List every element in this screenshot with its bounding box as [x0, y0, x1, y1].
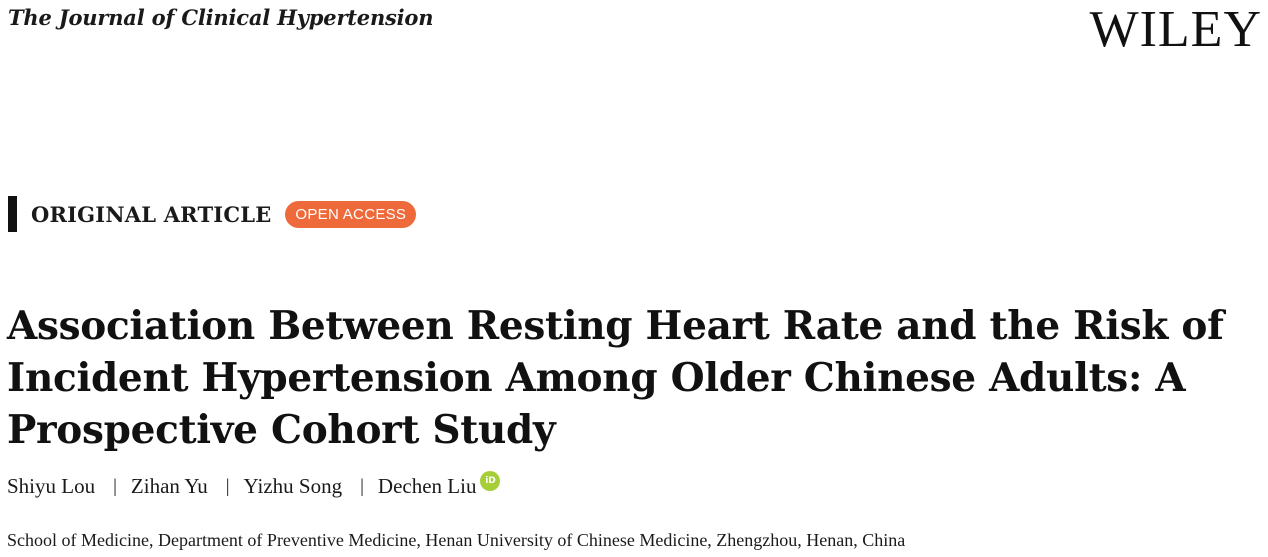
- author-separator: |: [225, 475, 230, 497]
- author-name[interactable]: Shiyu Lou: [7, 474, 96, 498]
- article-type-row: ORIGINAL ARTICLE OPEN ACCESS: [8, 196, 417, 232]
- article-type-bar: [8, 196, 17, 232]
- journal-name[interactable]: The Journal of Clinical Hypertension: [8, 5, 434, 30]
- article-title: Association Between Resting Heart Rate a…: [7, 303, 1224, 453]
- article-type-label: ORIGINAL ARTICLE: [31, 201, 272, 227]
- author-name[interactable]: Yizhu Song: [243, 474, 343, 498]
- author-list: Shiyu Lou | Zihan Yu | Yizhu Song | Dech…: [7, 470, 501, 499]
- author-affiliation: School of Medicine, Department of Preven…: [7, 530, 906, 550]
- open-access-badge[interactable]: OPEN ACCESS: [285, 200, 417, 228]
- author-name[interactable]: Zihan Yu: [130, 474, 208, 498]
- author-separator: |: [360, 475, 364, 497]
- author-separator: |: [113, 475, 117, 497]
- orcid-icon[interactable]: iD: [480, 470, 501, 491]
- author-name[interactable]: Dechen Liu: [377, 474, 477, 498]
- publisher-logo[interactable]: WILEY: [1089, 1, 1262, 58]
